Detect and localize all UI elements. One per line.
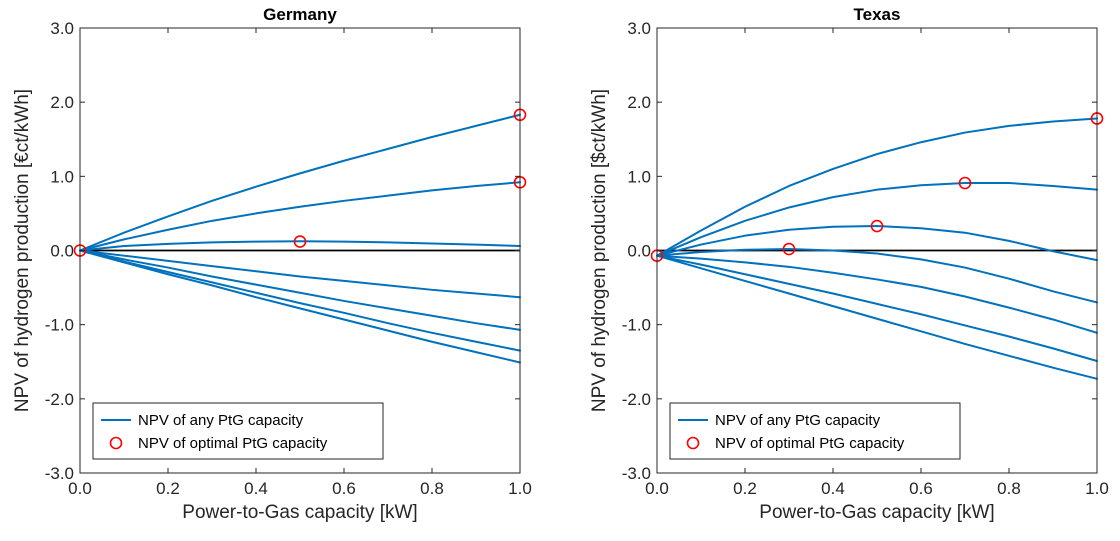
y-tick-label: 3.0 xyxy=(50,19,74,38)
legend-entry-marker: NPV of optimal PtG capacity xyxy=(138,435,328,452)
x-tick-label: 0.6 xyxy=(332,479,356,498)
y-tick-label: 1.0 xyxy=(627,167,651,186)
series-line-5 xyxy=(656,254,1098,334)
x-tick-label: 0.0 xyxy=(645,479,669,498)
legend-marker-swatch xyxy=(109,436,123,450)
optimal-point-marker xyxy=(958,176,972,190)
series-line-6 xyxy=(656,254,1098,363)
x-tick-label: 1.0 xyxy=(1085,479,1109,498)
optimal-point-marker xyxy=(870,219,884,233)
legend-box xyxy=(92,402,384,460)
x-tick-label: 1.0 xyxy=(508,479,532,498)
chart-title: Texas xyxy=(854,5,901,24)
series-line-4 xyxy=(656,248,1098,304)
series-line-2 xyxy=(79,181,521,252)
chart-title: Germany xyxy=(263,5,337,24)
legend-entry-line: NPV of any PtG capacity xyxy=(138,412,304,429)
series-line-7 xyxy=(656,254,1098,380)
series-line-3 xyxy=(656,225,1098,262)
y-tick-label: -3.0 xyxy=(622,464,651,483)
y-axis-label: NPV of hydrogen production [€ct/kWh] xyxy=(12,89,33,412)
series-line-7 xyxy=(79,249,521,364)
series-line-1 xyxy=(79,113,521,252)
series-line-1 xyxy=(656,117,1098,257)
y-tick-label: -2.0 xyxy=(622,390,651,409)
series-line-6 xyxy=(79,249,521,352)
x-tick-label: 0.6 xyxy=(909,479,933,498)
x-tick-label: 0.8 xyxy=(420,479,444,498)
legend-marker-swatch xyxy=(686,436,700,450)
y-tick-label: 0.0 xyxy=(627,242,651,261)
y-tick-label: -1.0 xyxy=(45,316,74,335)
y-tick-label: 3.0 xyxy=(627,19,651,38)
x-tick-label: 0.4 xyxy=(821,479,845,498)
x-axis-label: Power-to-Gas capacity [kW] xyxy=(759,502,994,523)
y-axis-label: NPV of hydrogen production [$ct/kWh] xyxy=(589,89,610,412)
series-line-2 xyxy=(656,182,1098,257)
x-tick-label: 0.4 xyxy=(244,479,268,498)
optimal-point-marker xyxy=(782,242,796,256)
optimal-point-marker xyxy=(293,235,307,248)
legend: NPV of any PtG capacity NPV of optimal Pt… xyxy=(92,402,384,460)
legend-entry-line: NPV of any PtG capacity xyxy=(715,412,881,429)
legend-box xyxy=(669,402,961,460)
chart-panel-2: 0.0 0.2 0.4 0.6 0.8 1.0 -3.0 -2.0 -1.0 0.0 1.0 2.0 3… xyxy=(589,5,1109,523)
chart-panel-1: 0.0 0.2 0.4 0.6 0.8 1.0 -3.0 -2.0 -1.0 0.0 1.0 2.0 3… xyxy=(12,5,532,523)
y-tick-label: -2.0 xyxy=(45,390,74,409)
legend: NPV of any PtG capacity NPV of optimal Pt… xyxy=(669,402,961,460)
x-tick-label: 0.8 xyxy=(997,479,1021,498)
series-line-3 xyxy=(79,240,521,252)
y-tick-label: -3.0 xyxy=(45,464,74,483)
y-tick-label: -1.0 xyxy=(622,316,651,335)
y-tick-label: 1.0 xyxy=(50,167,74,186)
y-tick-label: 2.0 xyxy=(627,93,651,112)
x-tick-label: 0.2 xyxy=(733,479,757,498)
y-tick-label: 2.0 xyxy=(50,93,74,112)
x-tick-label: 0.0 xyxy=(68,479,92,498)
legend-entry-marker: NPV of optimal PtG capacity xyxy=(715,435,905,452)
x-axis-label: Power-to-Gas capacity [kW] xyxy=(182,502,417,523)
series-line-5 xyxy=(79,249,521,331)
y-tick-label: 0.0 xyxy=(50,242,74,261)
series-line-4 xyxy=(79,249,521,299)
x-tick-label: 0.2 xyxy=(156,479,180,498)
